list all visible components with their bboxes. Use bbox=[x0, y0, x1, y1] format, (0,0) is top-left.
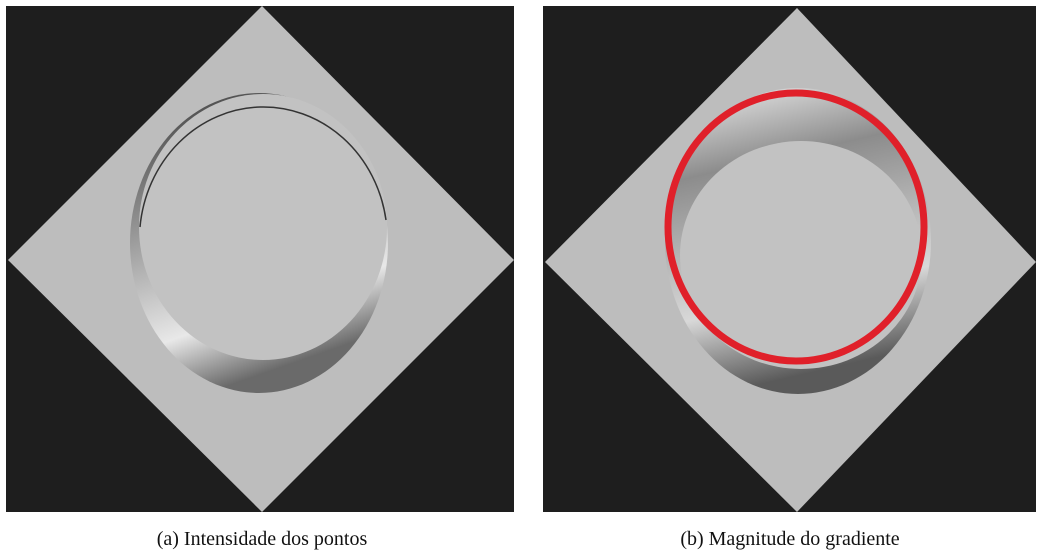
panel-a: (a) Intensidade dos pontos bbox=[6, 6, 514, 550]
panel-b: (b) Magnitude do gradiente bbox=[543, 6, 1036, 550]
caption: (a) Intensidade dos pontos bbox=[157, 528, 368, 550]
caption: (b) Magnitude do gradiente bbox=[680, 528, 899, 550]
crater-floor bbox=[139, 94, 387, 360]
figure: (a) Intensidade dos pontos (b) Magnitude… bbox=[0, 0, 1040, 556]
